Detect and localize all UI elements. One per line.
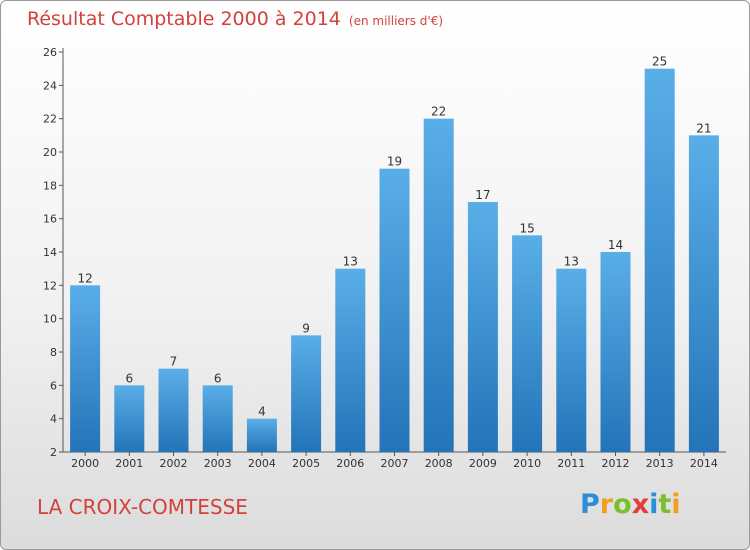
bar-2009 (467, 202, 498, 452)
chart-subtitle: (en milliers d'€) (348, 14, 444, 28)
x-tick-label-2006: 2006 (336, 457, 364, 470)
value-label-2000: 12 (77, 271, 92, 285)
value-label-2003: 6 (214, 371, 222, 385)
bar-2004 (246, 418, 277, 452)
x-tick-label-2013: 2013 (646, 457, 674, 470)
x-tick-label-2007: 2007 (381, 457, 409, 470)
value-label-2010: 15 (519, 221, 534, 235)
bar-2012 (600, 252, 631, 452)
logo-letter-4: i (649, 489, 659, 520)
y-tick-label-18: 18 (43, 179, 57, 192)
y-tick-label-20: 20 (43, 146, 57, 159)
logo-letter-6: i (671, 489, 681, 520)
logo-letter-1: r (599, 489, 614, 520)
y-tick-label-12: 12 (43, 279, 57, 292)
logo-letter-0: P (580, 489, 600, 520)
value-label-2012: 14 (608, 238, 623, 252)
value-label-2002: 7 (170, 355, 178, 369)
x-tick-label-2010: 2010 (513, 457, 541, 470)
value-label-2008: 22 (431, 105, 446, 119)
y-tick-label-10: 10 (43, 313, 57, 326)
value-label-2014: 21 (696, 121, 711, 135)
x-tick-label-2004: 2004 (248, 457, 276, 470)
y-tick-label-2: 2 (50, 446, 57, 459)
x-tick-label-2000: 2000 (71, 457, 99, 470)
x-tick-label-2005: 2005 (292, 457, 320, 470)
y-tick-label-16: 16 (43, 213, 57, 226)
proxiti-logo: Proxiti (580, 489, 681, 520)
chart-title-main: Résultat Comptable 2000 à 2014 (27, 8, 341, 30)
commune-name: LA CROIX-COMTESSE (37, 495, 248, 519)
bar-2001 (114, 385, 145, 452)
x-tick-label-2014: 2014 (690, 457, 718, 470)
value-label-2013: 25 (652, 55, 667, 69)
bar-2008 (423, 118, 454, 453)
x-tick-label-2008: 2008 (425, 457, 453, 470)
y-tick-label-8: 8 (50, 346, 57, 359)
bar-2002 (158, 368, 189, 452)
bar-2000 (70, 285, 101, 452)
bar-2013 (644, 68, 675, 453)
value-label-2007: 19 (387, 155, 402, 169)
value-label-2004: 4 (258, 405, 266, 419)
bars (70, 68, 719, 453)
x-tick-label-2011: 2011 (557, 457, 585, 470)
x-tick-label-2001: 2001 (115, 457, 143, 470)
bar-2005 (291, 335, 322, 452)
bar-2011 (556, 268, 587, 452)
y-tick-label-14: 14 (43, 246, 57, 259)
y-tick-label-4: 4 (50, 413, 57, 426)
x-tick-label-2012: 2012 (602, 457, 630, 470)
x-tick-label-2009: 2009 (469, 457, 497, 470)
value-label-2006: 13 (343, 255, 358, 269)
value-label-2011: 13 (564, 255, 579, 269)
bar-2003 (202, 385, 233, 452)
bar-2010 (512, 235, 543, 452)
x-tick-label-2003: 2003 (204, 457, 232, 470)
value-label-2001: 6 (125, 371, 133, 385)
logo-letter-5: t (658, 489, 672, 520)
bar-2007 (379, 168, 410, 452)
y-tick-label-26: 26 (43, 46, 57, 59)
chart-title: Résultat Comptable 2000 à 2014 (en millie… (27, 8, 443, 30)
value-label-2009: 17 (475, 188, 490, 202)
value-labels: 12 6 7 6 4 9 13 19 22 17 15 13 14 25 21 (77, 55, 711, 419)
logo-letter-3: x (631, 489, 650, 520)
logo-letter-2: o (613, 489, 632, 520)
bar-2006 (335, 268, 366, 452)
y-tick-label-6: 6 (50, 379, 57, 392)
y-tick-label-24: 24 (43, 79, 57, 92)
y-tick-label-22: 22 (43, 113, 57, 126)
value-label-2005: 9 (302, 321, 310, 335)
bar-2014 (688, 135, 719, 453)
x-tick-label-2002: 2002 (160, 457, 188, 470)
